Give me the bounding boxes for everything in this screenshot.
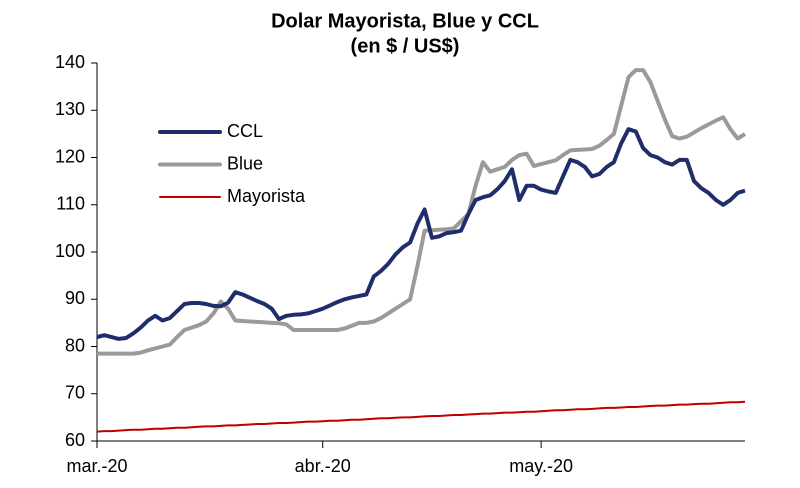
y-tick-label: 80 <box>65 335 85 355</box>
chart-title: Dolar Mayorista, Blue y CCL <box>271 10 539 32</box>
x-tick-label: may.-20 <box>509 456 573 476</box>
y-tick-label: 60 <box>65 430 85 450</box>
series-line <box>96 127 746 341</box>
y-tick-label: 130 <box>55 99 85 119</box>
legend-label: CCL <box>227 121 263 141</box>
legend-label: Blue <box>227 153 263 173</box>
y-tick-label: 140 <box>55 52 85 72</box>
chart-subtitle: (en $ / US$) <box>351 35 460 57</box>
y-tick-label: 90 <box>65 288 85 308</box>
series-line <box>97 68 747 356</box>
y-tick-label: 110 <box>56 194 85 214</box>
y-tick-label: 120 <box>55 146 85 166</box>
x-tick-label: abr.-20 <box>295 456 351 476</box>
y-tick-label: 100 <box>55 241 85 261</box>
series-line <box>96 400 746 433</box>
legend-label: Mayorista <box>227 186 306 206</box>
y-tick-label: 70 <box>65 383 85 403</box>
x-tick-label: mar.-20 <box>66 456 127 476</box>
